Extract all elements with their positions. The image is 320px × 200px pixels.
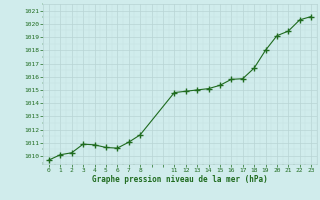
X-axis label: Graphe pression niveau de la mer (hPa): Graphe pression niveau de la mer (hPa) bbox=[92, 175, 268, 184]
